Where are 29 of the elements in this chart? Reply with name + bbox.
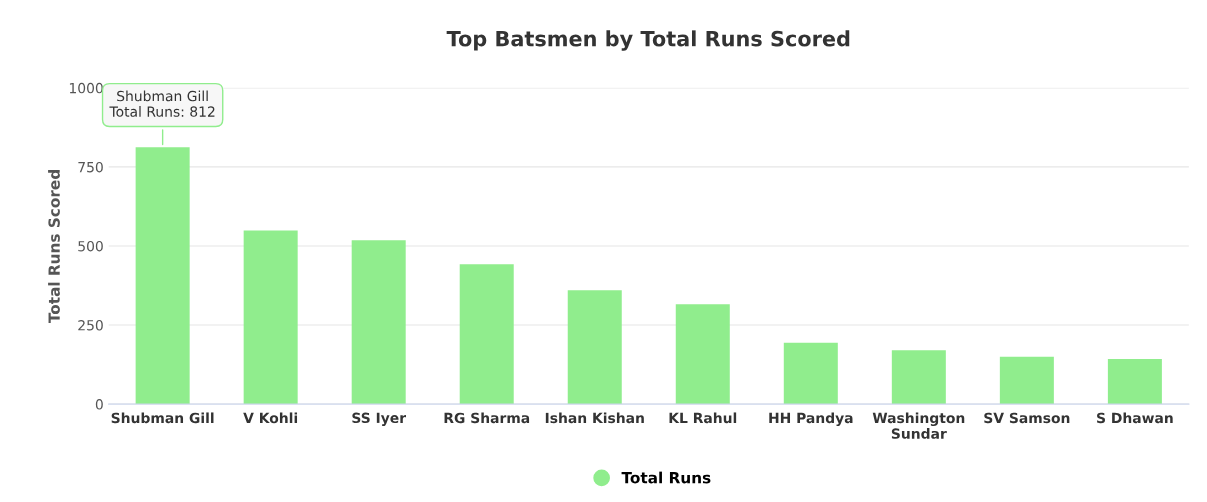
x-tick-label: V Kohli (243, 412, 298, 424)
y-tick-label: 750 (78, 161, 103, 173)
x-tick-label: KL Rahul (669, 412, 737, 424)
bar (891, 350, 946, 405)
bar (1107, 358, 1162, 405)
bar (999, 356, 1054, 405)
y-tick-label: 250 (78, 320, 103, 331)
x-tick-label: HH Pandya (769, 412, 853, 426)
y-tick-label: 1000 (69, 82, 103, 94)
bar (675, 304, 730, 405)
bar (459, 264, 514, 405)
bar (351, 240, 406, 405)
bar (243, 230, 298, 405)
chart-title: Top Batsmen by Total Runs Scored (446, 30, 850, 51)
x-tick-label: Ishan Kishan (545, 412, 644, 424)
bar (783, 342, 838, 405)
legend-label: Total Runs (621, 471, 711, 484)
x-tick-label: SS Iyer (352, 412, 407, 426)
x-tick-label: Washington Sundar (872, 412, 965, 439)
annotation: Shubman Gill Total Runs: 812 (109, 90, 215, 117)
x-tick-label: S Dhawan (1097, 412, 1173, 424)
y-axis-title: Total Runs Scored (48, 170, 60, 324)
bar (567, 290, 622, 405)
x-tick-label: SV Samson (984, 412, 1070, 424)
x-tick-label: RG Sharma (444, 412, 530, 424)
y-tick-label: 0 (95, 399, 103, 410)
bar (135, 147, 190, 405)
y-tick-label: 500 (78, 240, 103, 252)
x-tick-label: Shubman Gill (111, 412, 214, 424)
